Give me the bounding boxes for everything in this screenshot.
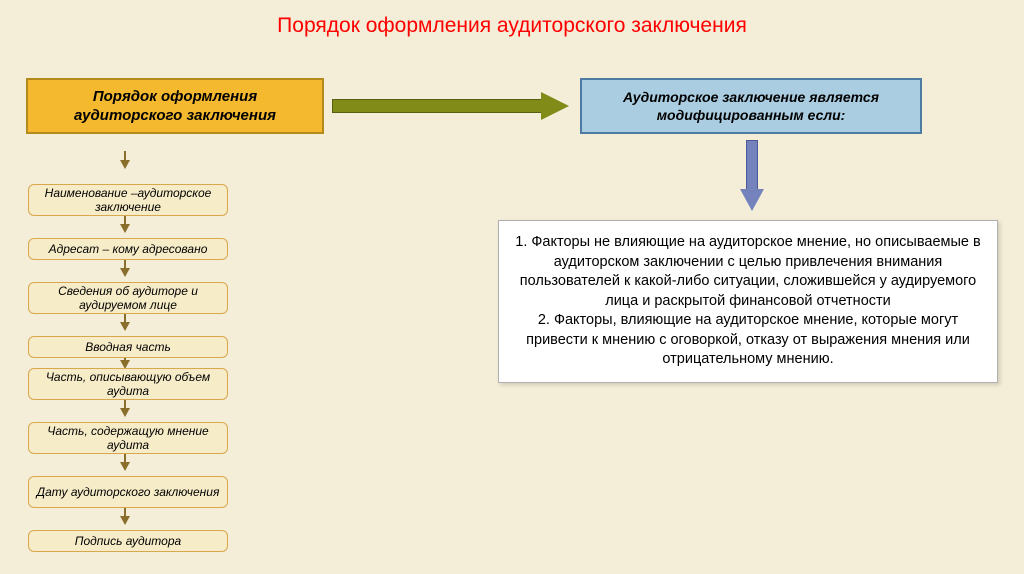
flow-item-7: Подпись аудитора: [28, 530, 228, 552]
left-main-box: Порядок оформления аудиторского заключен…: [26, 78, 324, 134]
flow-arrow: [120, 268, 130, 277]
flow-arrow: [120, 408, 130, 417]
flow-item-6: Дату аудиторского заключения: [28, 476, 228, 508]
flow-arrow: [120, 224, 130, 233]
flow-arrow: [120, 160, 130, 169]
flow-item-1: Адресат – кому адресовано: [28, 238, 228, 260]
flow-item-0: Наименование –аудиторское заключение: [28, 184, 228, 216]
description-panel: 1. Факторы не влияющие на аудиторское мн…: [498, 220, 998, 383]
blue-down-arrow: [740, 140, 764, 212]
flow-item-3: Вводная часть: [28, 336, 228, 358]
green-right-arrow: [332, 92, 572, 120]
right-main-box: Аудиторское заключение является модифици…: [580, 78, 922, 134]
flow-arrow: [120, 322, 130, 331]
flow-arrow: [120, 462, 130, 471]
flow-item-2: Сведения об аудиторе и аудируемом лице: [28, 282, 228, 314]
flow-item-5: Часть, содержащую мнение аудита: [28, 422, 228, 454]
flow-arrow: [120, 516, 130, 525]
flow-item-4: Часть, описывающую объем аудита: [28, 368, 228, 400]
page-title: Порядок оформления аудиторского заключен…: [0, 14, 1024, 38]
